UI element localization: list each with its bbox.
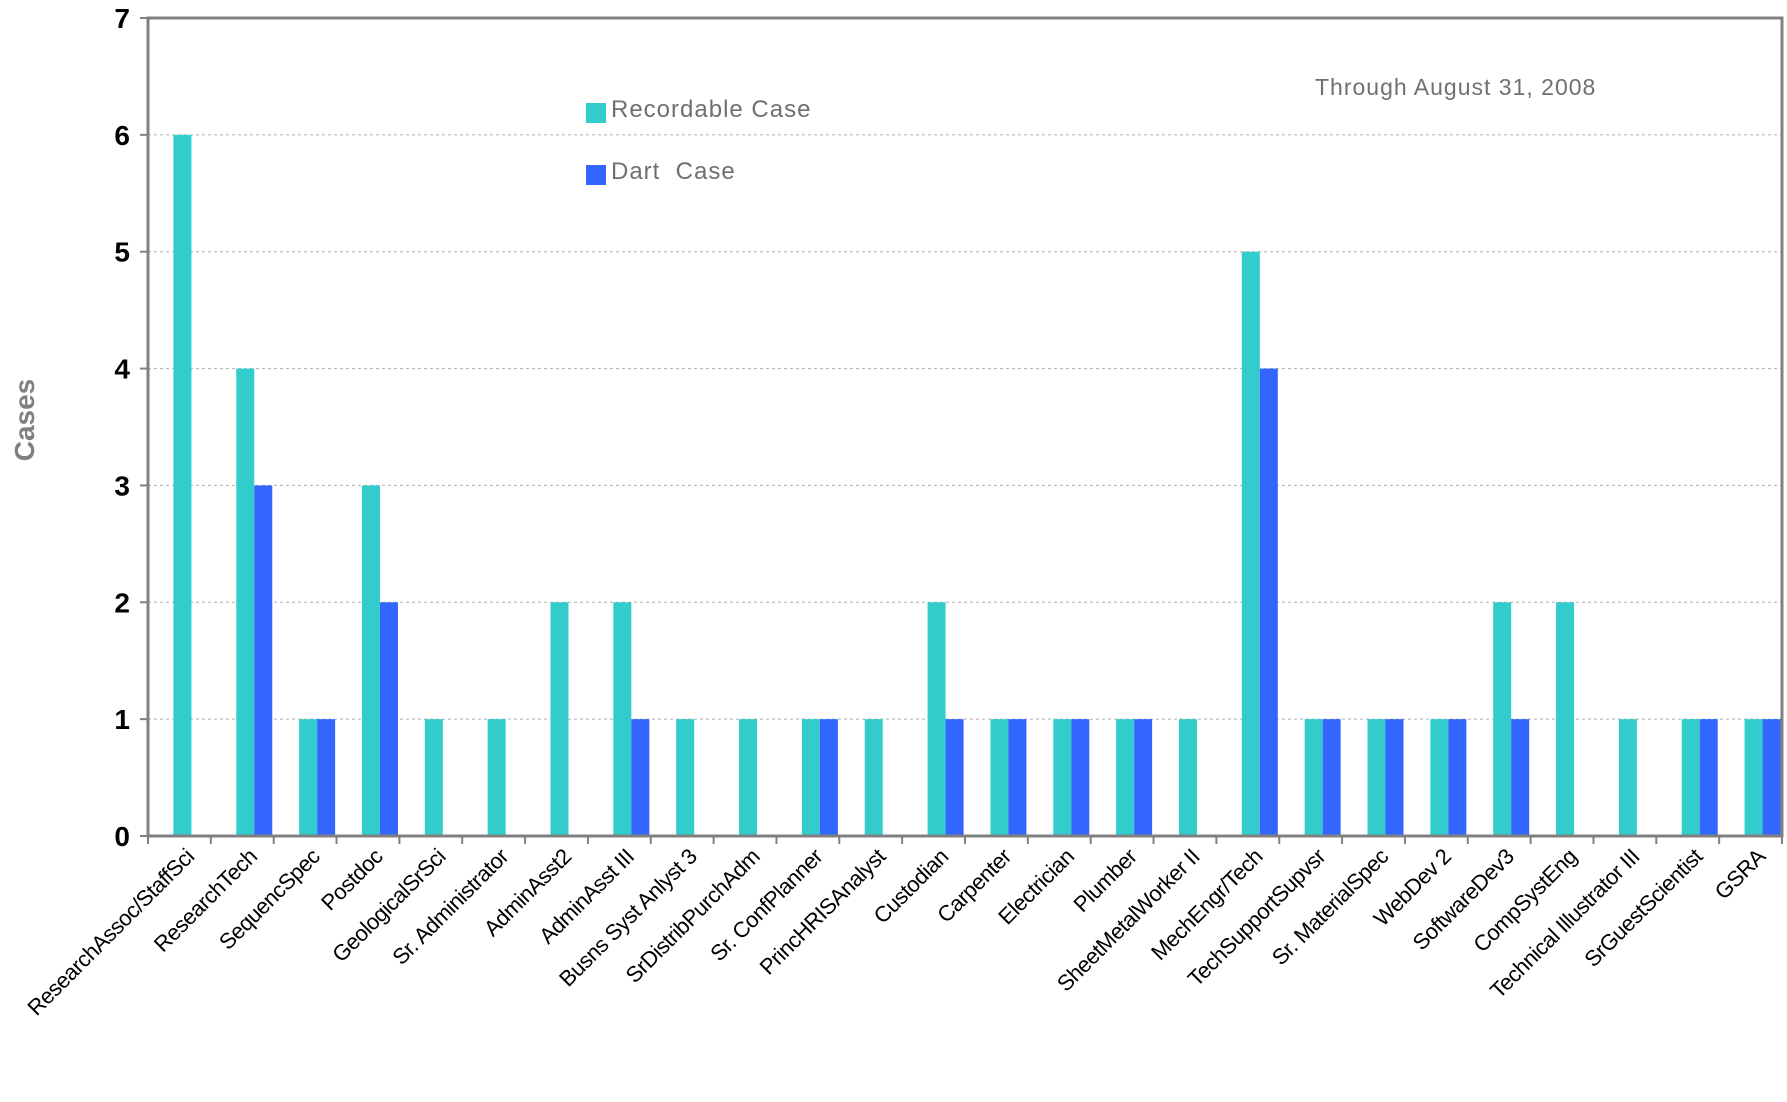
y-tick-label: 4 xyxy=(114,354,130,385)
y-tick-label: 7 xyxy=(114,3,130,34)
bar-dart xyxy=(1385,719,1404,836)
legend: Recordable Case Dart Case xyxy=(586,96,811,185)
bar-recordable xyxy=(1681,719,1700,836)
bar-dart xyxy=(945,719,964,836)
bar-dart xyxy=(1322,719,1341,836)
bar-recordable xyxy=(613,602,632,836)
x-tick-label: GSRA xyxy=(1710,843,1771,904)
bar-recordable xyxy=(299,719,318,836)
bar-dart xyxy=(1008,719,1027,836)
x-tick-labels: ResearchAssoc/StaffSciResearchTechSequen… xyxy=(22,843,1770,1020)
bar-recordable xyxy=(739,719,758,836)
bar-recordable xyxy=(1304,719,1323,836)
bar-recordable xyxy=(236,368,255,836)
legend-swatch-dart xyxy=(586,165,606,185)
bar-dart xyxy=(1511,719,1530,836)
bar-dart xyxy=(379,602,398,836)
bar-recordable xyxy=(1241,251,1260,836)
y-axis-label: Cases xyxy=(9,379,40,462)
x-tick-label: GeologicalSrSci xyxy=(327,844,450,967)
bar-recordable xyxy=(676,719,695,836)
bar-recordable xyxy=(1116,719,1135,836)
bar-recordable xyxy=(361,485,380,836)
bar-recordable xyxy=(1430,719,1449,836)
y-tick-label: 0 xyxy=(114,821,130,852)
bar-recordable xyxy=(487,719,506,836)
bar-recordable xyxy=(1556,602,1575,836)
bar-dart xyxy=(1448,719,1467,836)
bar-recordable xyxy=(990,719,1009,836)
legend-label-dart: Dart Case xyxy=(611,158,736,185)
bar-dart xyxy=(254,485,273,836)
x-tick-label: SrGuestScientist xyxy=(1579,844,1707,972)
y-tick-label: 2 xyxy=(114,587,130,618)
bars xyxy=(173,134,1781,836)
bar-recordable xyxy=(173,134,192,836)
legend-label-recordable: Recordable Case xyxy=(611,96,811,123)
bar-recordable xyxy=(864,719,883,836)
bar-dart xyxy=(1071,719,1090,836)
bar-dart xyxy=(1134,719,1153,836)
legend-swatch-recordable xyxy=(586,103,606,123)
bar-dart xyxy=(819,719,838,836)
bar-recordable xyxy=(1744,719,1763,836)
bar-recordable xyxy=(550,602,569,836)
axes xyxy=(140,16,1784,844)
x-tick-label: Sr. ConfPlanner xyxy=(705,844,827,966)
bar-dart xyxy=(317,719,336,836)
bar-recordable xyxy=(424,719,443,836)
bar-dart xyxy=(1259,368,1278,836)
bar-recordable xyxy=(1618,719,1637,836)
y-tick-label: 3 xyxy=(114,470,130,501)
y-tick-label: 5 xyxy=(114,237,130,268)
bar-recordable xyxy=(1367,719,1386,836)
bar-dart xyxy=(631,719,650,836)
y-tick-label: 6 xyxy=(114,120,130,151)
x-tick-label: MechEngr/Tech xyxy=(1146,844,1267,965)
bar-dart xyxy=(1762,719,1781,836)
bar-dart xyxy=(1699,719,1718,836)
bar-recordable xyxy=(1178,719,1197,836)
y-tick-label: 1 xyxy=(114,704,130,735)
bar-recordable xyxy=(927,602,946,836)
bar-recordable xyxy=(1053,719,1072,836)
y-tick-labels: 0 1 2 3 4 5 6 7 xyxy=(114,3,130,852)
bar-recordable xyxy=(801,719,820,836)
bar-recordable xyxy=(1493,602,1512,836)
date-annotation: Through August 31, 2008 xyxy=(1315,74,1596,100)
